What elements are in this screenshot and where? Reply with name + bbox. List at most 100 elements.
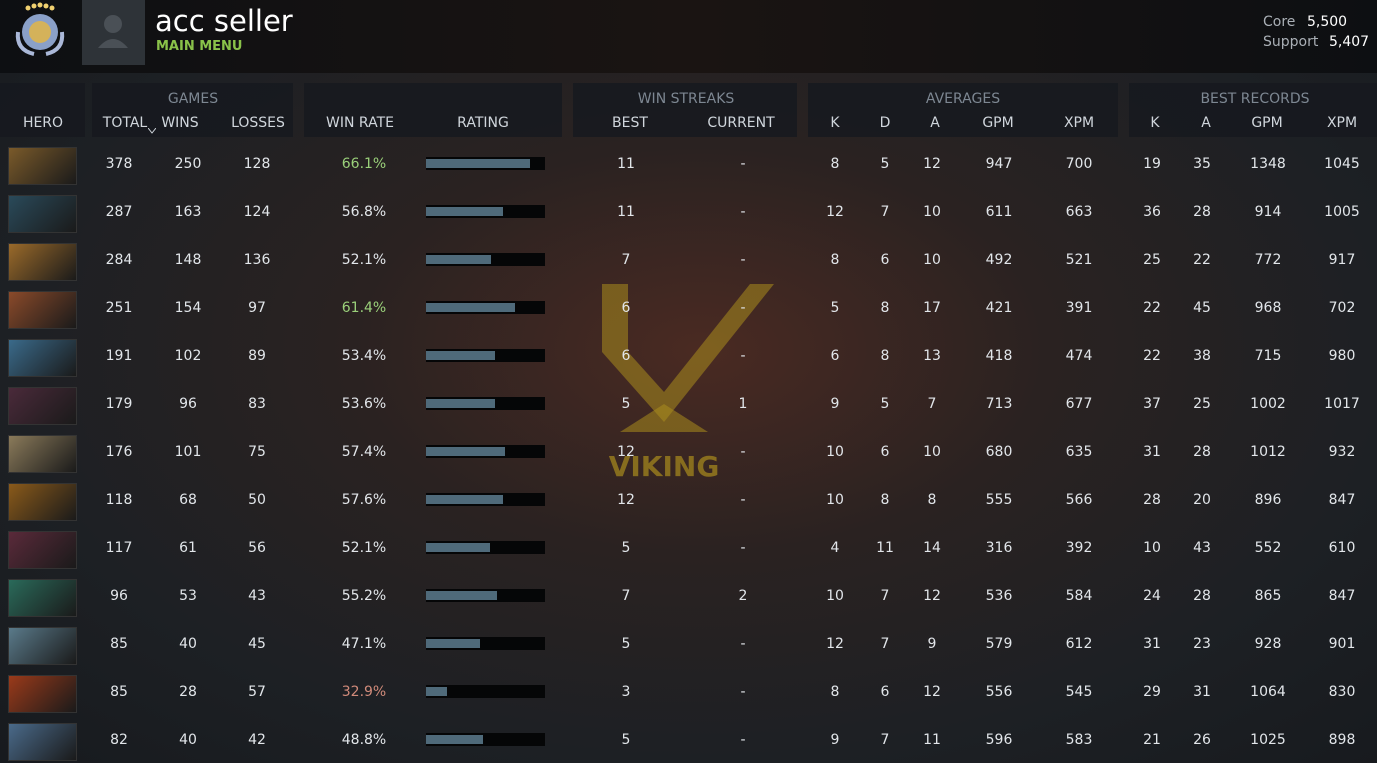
hero-icon[interactable] xyxy=(8,675,77,713)
cell: 1017 xyxy=(1324,396,1360,412)
cell: 9 xyxy=(927,636,937,652)
rank-medal xyxy=(15,2,65,56)
main-menu-link[interactable]: MAIN MENU xyxy=(156,39,243,54)
hero-icon[interactable] xyxy=(8,339,77,377)
cell: 1012 xyxy=(1250,444,1286,460)
cell: 8 xyxy=(927,492,937,508)
cell: 1348 xyxy=(1250,156,1286,172)
hero-icon[interactable] xyxy=(8,291,77,329)
sort-icon xyxy=(147,119,157,134)
rating-bar xyxy=(426,351,496,360)
cell: 43 xyxy=(248,588,266,604)
rating-track xyxy=(426,301,545,314)
column-header: GPM xyxy=(982,115,1014,131)
cell: 21 xyxy=(1143,732,1161,748)
cell: 521 xyxy=(1065,252,1093,268)
cell: 11 xyxy=(923,732,941,748)
hero-icon[interactable] xyxy=(8,147,77,185)
column-header: K xyxy=(1150,115,1160,131)
cell: 96 xyxy=(110,588,128,604)
hero-icon[interactable] xyxy=(8,627,77,665)
hero-icon[interactable] xyxy=(8,531,77,569)
win-rate: 61.4% xyxy=(341,300,387,316)
cell: 980 xyxy=(1328,348,1356,364)
cell: - xyxy=(740,156,746,172)
avatar xyxy=(82,0,145,65)
cell: 1045 xyxy=(1324,156,1360,172)
rating-bar xyxy=(426,543,491,552)
column-header: A xyxy=(1201,115,1211,131)
cell: 8 xyxy=(830,156,840,172)
cell: 191 xyxy=(105,348,133,364)
cell: 677 xyxy=(1065,396,1093,412)
cell: 6 xyxy=(621,348,631,364)
cell: 7 xyxy=(880,636,890,652)
cell: 28 xyxy=(179,684,197,700)
hero-icon[interactable] xyxy=(8,195,77,233)
cell: 97 xyxy=(248,300,266,316)
hero-icon[interactable] xyxy=(8,435,77,473)
cell: 6 xyxy=(830,348,840,364)
hero-icon[interactable] xyxy=(8,579,77,617)
rating-track xyxy=(426,589,545,602)
cell: 22 xyxy=(1143,348,1161,364)
cell: 250 xyxy=(174,156,202,172)
cell: - xyxy=(740,204,746,220)
cell: 12 xyxy=(617,492,635,508)
cell: 8 xyxy=(880,492,890,508)
cell: 12 xyxy=(923,684,941,700)
hero-icon[interactable] xyxy=(8,723,77,761)
cell: 83 xyxy=(248,396,266,412)
hero-icon[interactable] xyxy=(8,387,77,425)
cell: 12 xyxy=(923,588,941,604)
cell: 611 xyxy=(985,204,1013,220)
cell: 7 xyxy=(621,588,631,604)
cell: 7 xyxy=(927,396,937,412)
header-band xyxy=(92,83,293,137)
cell: 28 xyxy=(1193,444,1211,460)
cell: 31 xyxy=(1143,636,1161,652)
cell: 9 xyxy=(830,732,840,748)
cell: 968 xyxy=(1254,300,1282,316)
cell: 57 xyxy=(248,684,266,700)
cell: 25 xyxy=(1143,252,1161,268)
cell: 124 xyxy=(243,204,271,220)
rating-track xyxy=(426,253,545,266)
cell: 947 xyxy=(985,156,1013,172)
cell: 378 xyxy=(105,156,133,172)
cell: 492 xyxy=(985,252,1013,268)
column-header: HERO xyxy=(22,115,64,131)
cell: 4 xyxy=(830,540,840,556)
cell: 6 xyxy=(880,444,890,460)
cell: 10 xyxy=(923,252,941,268)
hero-icon[interactable] xyxy=(8,483,77,521)
cell: 101 xyxy=(174,444,202,460)
cell: 19 xyxy=(1143,156,1161,172)
cell: 61 xyxy=(179,540,197,556)
rating-track xyxy=(426,733,545,746)
cell: 579 xyxy=(985,636,1013,652)
win-rate: 47.1% xyxy=(341,636,387,652)
cell: 3 xyxy=(621,684,631,700)
cell: 37 xyxy=(1143,396,1161,412)
cell: 154 xyxy=(174,300,202,316)
rating-track xyxy=(426,205,545,218)
cell: 31 xyxy=(1193,684,1211,700)
rating-track xyxy=(426,493,545,506)
cell: 163 xyxy=(174,204,202,220)
cell: 118 xyxy=(105,492,133,508)
cell: 584 xyxy=(1065,588,1093,604)
rank-label: Core xyxy=(1263,14,1296,30)
cell: 610 xyxy=(1328,540,1356,556)
cell: 43 xyxy=(1193,540,1211,556)
cell: 713 xyxy=(985,396,1013,412)
cell: 13 xyxy=(923,348,941,364)
hero-icon[interactable] xyxy=(8,243,77,281)
watermark-text: VIKING xyxy=(609,450,720,482)
cell: 85 xyxy=(110,636,128,652)
win-rate: 52.1% xyxy=(341,252,387,268)
cell: - xyxy=(740,300,746,316)
group-label: AVERAGES xyxy=(925,91,1001,107)
column-header[interactable]: TOTAL xyxy=(102,115,148,131)
